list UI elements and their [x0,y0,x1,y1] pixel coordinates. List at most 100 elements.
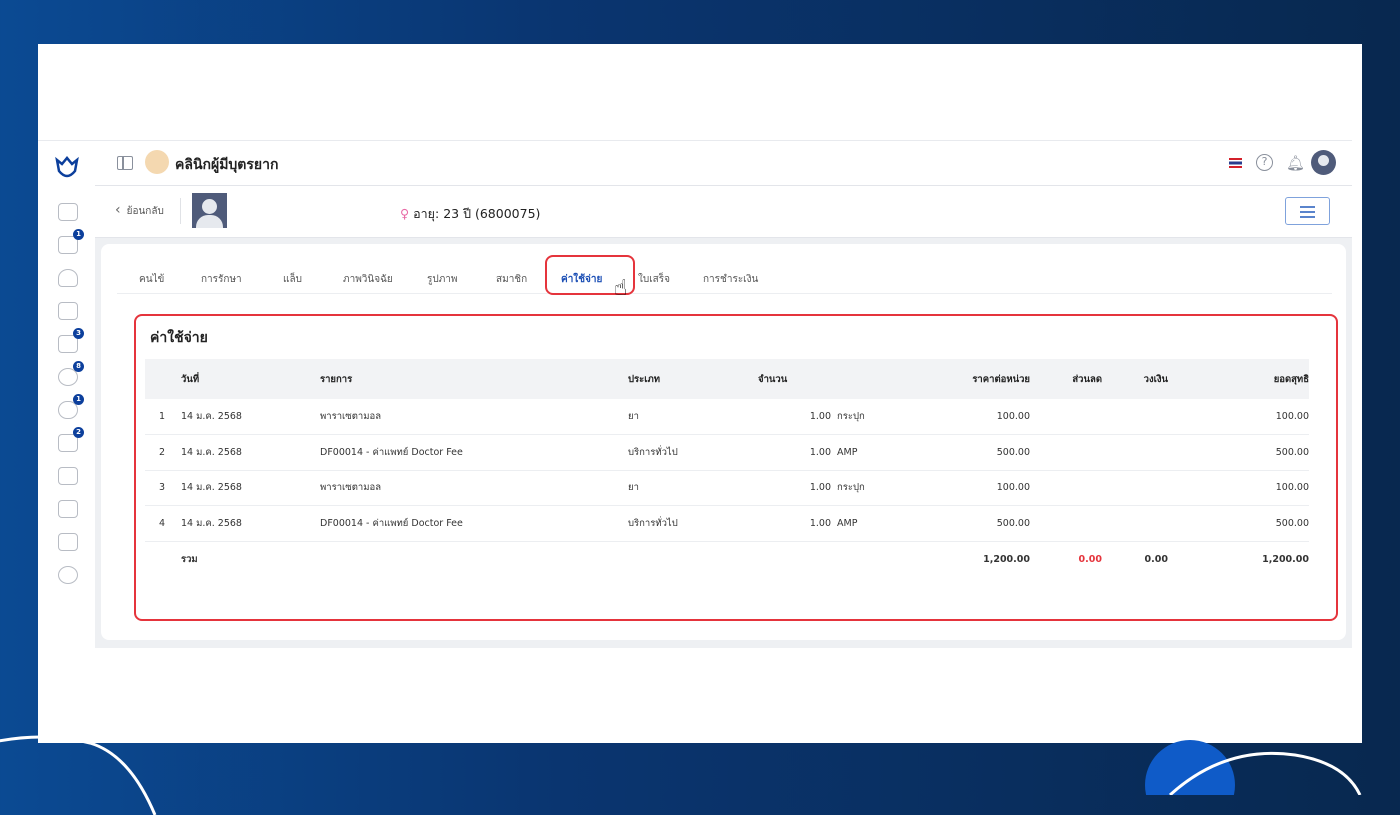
cell-unit-price: 100.00 [996,411,1030,422]
chevron-left-icon: ‹ [115,202,121,218]
tab-payment[interactable]: การชำระเงิน [703,274,759,285]
back-button[interactable]: ‹ ย้อนกลับ [115,202,164,219]
badge: 1 [73,229,84,240]
tab-patient[interactable]: คนไข้ [139,274,165,285]
cell-type: ยา [628,482,639,494]
badge: 2 [73,427,84,438]
col-unit-price: ราคาต่อหน่วย [972,373,1030,385]
tab-imaging[interactable]: ภาพวินิจฉัย [343,274,393,285]
table-highlight [134,314,1338,621]
badge: 1 [73,394,84,405]
col-type: ประเภท [628,373,661,385]
bell-icon[interactable]: 🔔︎ [1286,154,1306,172]
cell-qty: 1.00 [809,482,831,494]
tab-bar: คนไข้ การรักษา แล็บ ภาพวินิจฉัย รูปภาพ ส… [117,266,1332,294]
table-header: วันที่ รายการ ประเภท จำนวน ราคาต่อหน่วย … [145,359,1309,399]
cell-qty: 1.00 [809,446,831,458]
cell-type: ยา [628,411,639,422]
sidebar-item-calendar[interactable]: 1 [58,229,84,254]
cell-type: บริการทั่วไป [628,517,678,529]
thai-flag-icon[interactable] [1229,158,1242,168]
sidebar-item-home[interactable] [58,203,78,221]
cell-limit [1102,435,1168,471]
table-row[interactable]: 3 14 ม.ค. 2568 พาราเซตามอล ยา 1.00 กระปุก 100.… [145,470,1309,506]
sidebar-item-pharmacy[interactable]: 1 [58,394,84,419]
col-net: ยอดสุทธิ [1273,373,1309,385]
col-qty: จำนวน [758,373,788,385]
help-icon[interactable]: ? [1256,154,1273,171]
col-item: รายการ [320,373,353,385]
main-content: คนไข้ การรักษา แล็บ ภาพวินิจฉัย รูปภาพ ส… [95,238,1352,648]
total-limit: 0.00 [1144,553,1168,565]
female-icon: ♀ [400,206,410,221]
tab-photos[interactable]: รูปภาพ [427,274,458,285]
col-limit: วงเงิน [1143,373,1168,385]
cell-net: 500.00 [1275,517,1309,529]
sidebar-item-inventory[interactable] [58,467,78,485]
cell-item: DF00014 - ค่าแพทย์ Doctor Fee [320,446,463,458]
pointer-hand-icon: ☝︎ [614,276,628,301]
sidebar-item-treatment[interactable]: 3 [58,328,84,353]
top-header: คลินิกผู้มีบุตรยาก ? 🔔︎ [95,140,1352,186]
cell-no: 4 [159,517,166,529]
patient-bar: ‹ ย้อนกลับ ♀ อายุ: 23 ปี (6800075) [95,186,1352,238]
cell-unit: AMP [837,517,858,529]
cell-unit: กระปุก [837,482,865,494]
sidebar-item-apps[interactable] [58,500,78,518]
cell-discount [1030,435,1102,471]
cell-net: 100.00 [1275,411,1309,422]
sidebar-item-doctor[interactable]: 8 [58,361,84,386]
cell-unit-price: 100.00 [996,482,1030,494]
clinic-name: คลินิกผู้มีบุตรยาก [175,157,279,173]
cell-qty: 1.00 [809,517,831,529]
sidebar-item-queue[interactable] [58,302,78,320]
total-unit-price: 1,200.00 [983,553,1030,565]
col-discount: ส่วนลด [1072,373,1102,385]
back-label: ย้อนกลับ [126,206,164,217]
cell-discount [1030,470,1102,506]
decorative-wave [1145,740,1362,795]
badge: 8 [73,361,84,372]
cell-unit: กระปุก [837,411,865,422]
cell-date: 14 ม.ค. 2568 [181,446,242,458]
cell-item: DF00014 - ค่าแพทย์ Doctor Fee [320,517,463,529]
divider [180,198,181,224]
sidebar-item-settings[interactable] [58,566,78,584]
cell-no: 3 [159,482,166,494]
cell-item: พาราเซตามอล [320,482,382,494]
cell-limit [1102,399,1168,435]
cell-unit: AMP [837,446,858,458]
cell-qty: 1.00 [809,411,831,422]
table-row[interactable]: 4 14 ม.ค. 2568 DF00014 - ค่าแพทย์ Doctor F… [145,506,1309,542]
badge: 3 [73,328,84,339]
patient-card: คนไข้ การรักษา แล็บ ภาพวินิจฉัย รูปภาพ ส… [101,244,1346,640]
patient-age: อายุ: 23 ปี (6800075) [413,206,541,221]
tab-treatment[interactable]: การรักษา [201,274,242,285]
cell-limit [1102,470,1168,506]
tab-lab[interactable]: แล็บ [283,274,302,285]
user-avatar[interactable] [1311,150,1336,175]
sidebar-item-patients[interactable] [58,269,78,287]
menu-button[interactable] [1285,197,1330,225]
clinic-logo-icon [55,156,79,178]
tab-receipts[interactable]: ใบเสร็จ [638,274,670,285]
cell-unit-price: 500.00 [996,517,1030,529]
sidebar-item-payment[interactable]: 2 [58,427,84,452]
tab-highlight [545,255,635,295]
table-row[interactable]: 1 14 ม.ค. 2568 พาราเซตามอล ยา 1.00 กระปุก 100.… [145,399,1309,435]
cell-no: 1 [159,411,166,422]
cell-no: 2 [159,446,166,458]
toggle-sidebar-icon[interactable] [117,156,133,170]
sidebar: 1 3 8 1 2 [38,140,95,650]
expenses-table: วันที่ รายการ ประเภท จำนวน ราคาต่อหน่วย … [145,359,1309,577]
sidebar-item-reports[interactable] [58,533,78,551]
total-label: รวม [181,553,198,565]
patient-photo [192,193,227,228]
tab-membership[interactable]: สมาชิก [496,274,528,285]
tab-expenses[interactable]: ค่าใช้จ่าย [561,274,603,285]
table-row[interactable]: 2 14 ม.ค. 2568 DF00014 - ค่าแพทย์ Doctor F… [145,435,1309,471]
section-title: ค่าใช้จ่าย [150,330,208,346]
cell-item: พาราเซตามอล [320,411,382,422]
cell-date: 14 ม.ค. 2568 [181,482,242,494]
cell-limit [1102,506,1168,542]
